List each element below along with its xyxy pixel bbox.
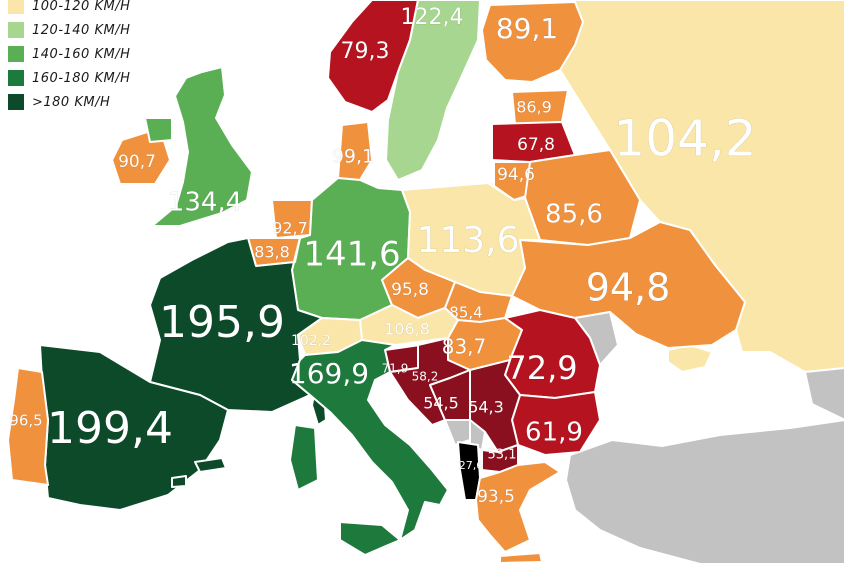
country-greece[interactable] bbox=[475, 461, 561, 553]
label-latvia: 67,8 bbox=[517, 135, 555, 155]
legend-label: >180 KM/H bbox=[32, 94, 111, 110]
label-portugal: 96,5 bbox=[9, 412, 42, 430]
legend-label: 100-120 KM/H bbox=[32, 0, 131, 14]
country-portugal[interactable] bbox=[7, 367, 49, 486]
legend-item: 140-160 KM/H bbox=[8, 42, 130, 66]
island-balearic bbox=[194, 457, 227, 473]
legend-item: 100-120 KM/H bbox=[8, 0, 130, 18]
country-sweden[interactable] bbox=[385, 0, 481, 181]
label-switzerland: 102,2 bbox=[291, 333, 331, 349]
label-uk: 134,4 bbox=[168, 188, 242, 218]
country-caucasus bbox=[804, 367, 845, 421]
country-finland[interactable] bbox=[481, 1, 584, 83]
country-italy[interactable] bbox=[291, 339, 449, 541]
label-croatia: 58,2 bbox=[412, 370, 439, 384]
country-france[interactable] bbox=[149, 237, 323, 413]
island-sicily bbox=[339, 521, 401, 556]
island-sardinia bbox=[289, 424, 319, 491]
label-russia: 104,2 bbox=[613, 110, 756, 168]
label-serbia: 54,3 bbox=[468, 398, 504, 417]
label-slovenia: 71,9 bbox=[382, 362, 409, 376]
label-bulgaria: 61,9 bbox=[525, 418, 583, 448]
label-slovakia: 85,4 bbox=[449, 304, 482, 322]
label-germany: 141,6 bbox=[303, 235, 400, 275]
label-norway: 79,3 bbox=[341, 39, 390, 64]
label-spain: 199,4 bbox=[47, 403, 173, 454]
label-bosnia: 54,5 bbox=[423, 394, 459, 413]
legend-swatch bbox=[8, 46, 24, 62]
label-netherlands: 92,7 bbox=[272, 219, 308, 238]
legend-item: 120-140 KM/H bbox=[8, 18, 130, 42]
country-denmark[interactable] bbox=[337, 121, 373, 181]
label-hungary: 83,7 bbox=[442, 335, 487, 359]
label-france: 195,9 bbox=[159, 297, 285, 348]
label-romania: 72,9 bbox=[506, 349, 577, 387]
label-albania: 27,6 bbox=[459, 459, 484, 472]
label-denmark: 99,1 bbox=[332, 146, 374, 168]
label-estonia: 86,9 bbox=[516, 98, 552, 117]
label-austria: 106,8 bbox=[384, 320, 430, 339]
label-sweden: 122,4 bbox=[401, 5, 464, 30]
island-ibiza bbox=[171, 475, 187, 488]
country-northern-ireland bbox=[144, 117, 173, 143]
legend-item: 160-180 KM/H bbox=[8, 66, 130, 90]
label-ireland: 90,7 bbox=[118, 152, 156, 172]
label-belgium: 83,8 bbox=[254, 243, 290, 262]
legend: 100-120 KM/H 120-140 KM/H 140-160 KM/H 1… bbox=[8, 0, 130, 114]
label-belarus: 85,6 bbox=[545, 200, 603, 230]
legend-swatch bbox=[8, 94, 24, 110]
label-finland: 89,1 bbox=[496, 12, 558, 45]
legend-swatch bbox=[8, 22, 24, 38]
label-ukraine: 94,8 bbox=[586, 266, 671, 310]
country-uk[interactable] bbox=[151, 66, 253, 227]
label-czechia: 95,8 bbox=[391, 280, 429, 300]
legend-swatch bbox=[8, 0, 24, 14]
legend-swatch bbox=[8, 70, 24, 86]
label-greece: 93,5 bbox=[477, 487, 515, 507]
legend-label: 120-140 KM/H bbox=[32, 22, 131, 38]
label-italy: 169,9 bbox=[289, 357, 369, 390]
label-poland: 113,6 bbox=[416, 220, 519, 261]
island-crete bbox=[499, 552, 543, 564]
label-north-macedonia: 53,1 bbox=[488, 448, 517, 463]
legend-item: >180 KM/H bbox=[8, 90, 130, 114]
legend-label: 140-160 KM/H bbox=[32, 46, 131, 62]
legend-label: 160-180 KM/H bbox=[32, 70, 131, 86]
country-turkey bbox=[565, 419, 845, 564]
label-lithuania: 94,6 bbox=[497, 165, 535, 185]
